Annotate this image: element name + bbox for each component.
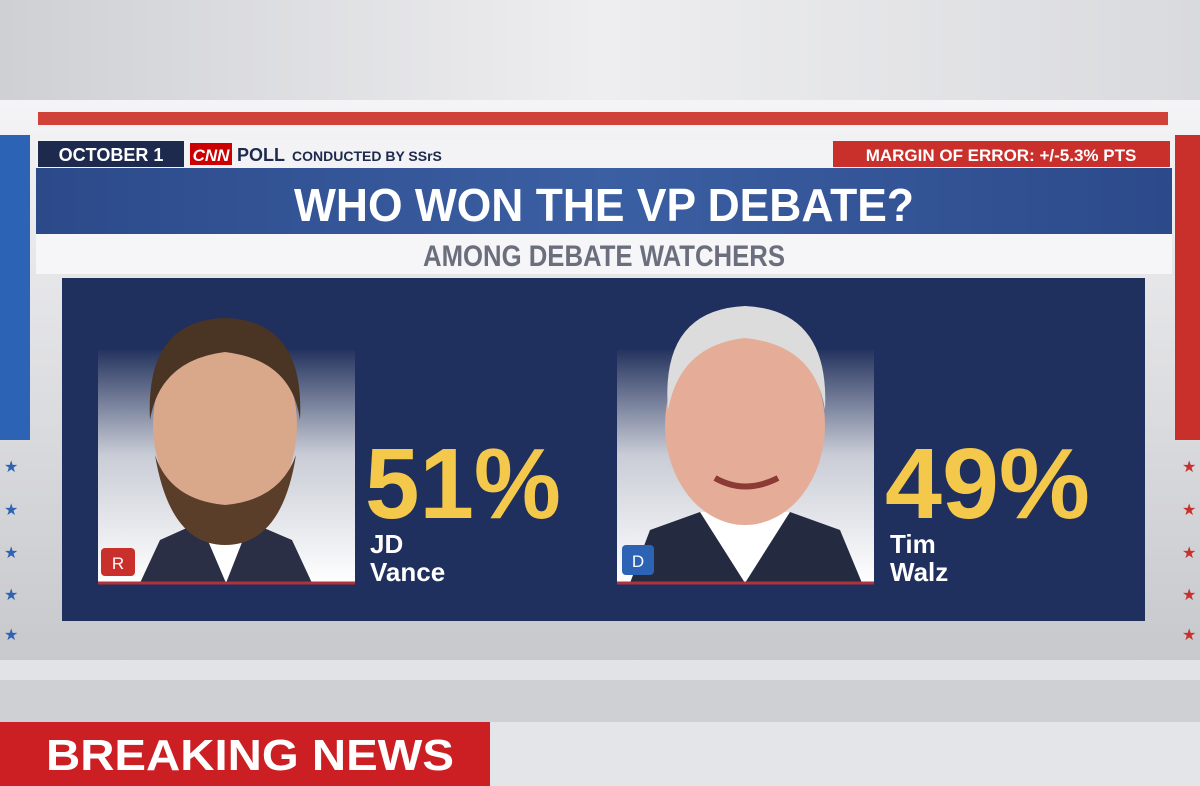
last-name: Walz	[890, 557, 948, 587]
face	[665, 325, 825, 525]
star: ★	[4, 502, 18, 519]
star: ★	[1182, 545, 1196, 562]
right-red-panel	[1175, 135, 1200, 440]
percent: 49%	[885, 428, 1090, 540]
cnn-logo-box	[190, 143, 232, 165]
star: ★	[4, 459, 18, 476]
party: R	[112, 554, 124, 573]
star: ★	[4, 587, 18, 604]
first-name: JD	[370, 529, 403, 559]
candidate-card: D 49% Tim Walz	[617, 306, 1090, 587]
first-name: Tim	[890, 529, 936, 559]
background-top	[0, 0, 1200, 105]
subtitle-band	[36, 234, 1172, 274]
star: ★	[1182, 459, 1196, 476]
title-band	[36, 168, 1172, 234]
star: ★	[4, 545, 18, 562]
right-stars: ★ ★ ★ ★ ★	[1182, 459, 1196, 644]
poll-label: POLL	[237, 145, 285, 165]
star: ★	[4, 627, 18, 644]
left-blue-panel	[0, 135, 30, 440]
face	[153, 327, 297, 523]
party-badge	[622, 545, 654, 575]
hair	[667, 306, 826, 410]
star: ★	[1182, 502, 1196, 519]
date-box	[38, 141, 184, 167]
ticker-bar	[490, 722, 1200, 786]
margin-box	[833, 141, 1170, 167]
margin-of-error: MARGIN OF ERROR: +/-5.3% PTS	[866, 146, 1137, 165]
red-stripe	[38, 112, 1168, 125]
network-logo: CNN	[193, 146, 231, 165]
left-stars: ★ ★ ★ ★ ★	[4, 459, 18, 644]
hair	[149, 318, 301, 420]
subtitle: AMONG DEBATE WATCHERS	[423, 240, 785, 273]
star: ★	[1182, 587, 1196, 604]
party-badge	[101, 548, 135, 576]
party: D	[632, 552, 644, 571]
shirt	[700, 512, 790, 583]
star: ★	[1182, 627, 1196, 644]
frame-base	[0, 660, 1200, 680]
date: OCTOBER 1	[59, 145, 164, 165]
smile	[713, 475, 780, 490]
banner-box	[0, 722, 490, 786]
banner: BREAKING NEWS	[46, 731, 454, 780]
conducted-by: CONDUCTED BY SSrS	[292, 148, 442, 164]
last-name: Vance	[370, 557, 445, 587]
candidate-card: R 51% JD Vance	[98, 318, 561, 587]
title: WHO WON THE VP DEBATE?	[294, 179, 914, 231]
percent: 51%	[365, 428, 561, 540]
beard	[155, 455, 296, 545]
